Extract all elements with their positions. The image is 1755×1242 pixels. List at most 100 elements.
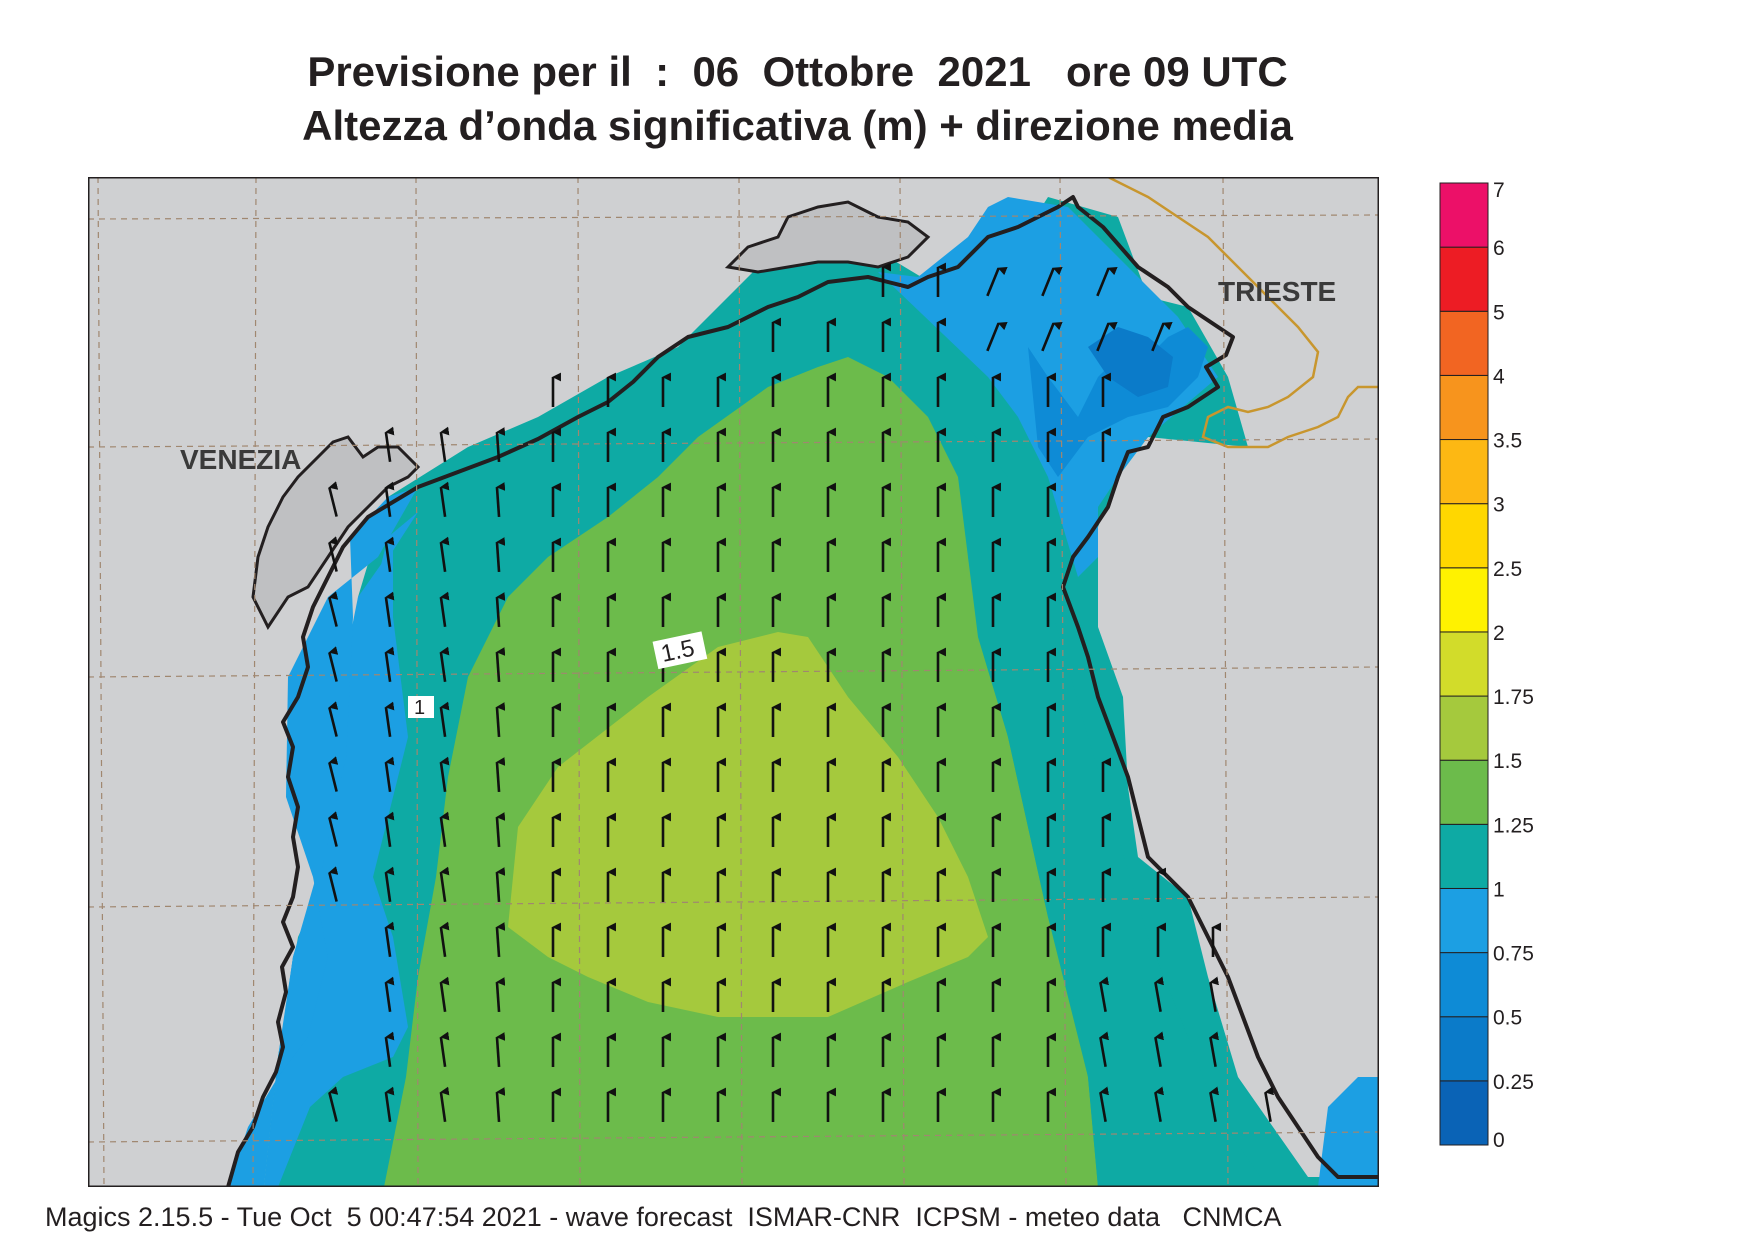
direction-arrow — [1099, 976, 1109, 1012]
map-frame — [88, 177, 1379, 1187]
direction-arrow — [1099, 1086, 1109, 1122]
legend-tick-label: 0.25 — [1493, 1071, 1534, 1094]
legend-swatch — [1439, 182, 1489, 248]
direction-arrow — [1209, 976, 1219, 1012]
direction-arrow — [384, 481, 395, 518]
legend-swatch — [1439, 567, 1489, 633]
direction-arrow — [1099, 1031, 1109, 1067]
direction-arrow — [986, 266, 1008, 297]
direction-arrow — [439, 591, 450, 628]
wave-height-map: VENEZIA TRIESTE 1.5 1 — [88, 177, 1379, 1187]
direction-arrow — [439, 1086, 450, 1123]
legend-swatch — [1439, 823, 1489, 889]
legend-tick-label: 1.25 — [1493, 814, 1534, 837]
legend-tick-label: 2 — [1493, 622, 1505, 645]
legend-swatch — [1439, 310, 1489, 376]
direction-arrow — [495, 757, 506, 793]
legend-tick-label: 7 — [1493, 181, 1505, 202]
direction-arrow — [384, 591, 395, 628]
legend-tick-label: 6 — [1493, 237, 1505, 260]
direction-arrow — [328, 536, 339, 572]
legend-tick-label: 3.5 — [1493, 430, 1522, 453]
direction-arrow — [986, 321, 1008, 352]
northern-islands — [724, 200, 931, 274]
direction-arrow — [439, 536, 450, 573]
legend-swatch — [1439, 246, 1489, 312]
direction-arrow — [1154, 1086, 1164, 1122]
direction-arrow — [328, 591, 339, 627]
direction-arrow — [1151, 321, 1173, 352]
legend-tick-label: 3 — [1493, 494, 1505, 517]
direction-arrow — [328, 646, 339, 682]
legend-tick-label: 0 — [1493, 1129, 1505, 1147]
direction-arrow — [495, 592, 506, 628]
legend-tick-label: 0.5 — [1493, 1007, 1522, 1030]
sea-band-1-1.25-east — [968, 427, 1268, 1187]
legend-swatch — [1439, 759, 1489, 825]
legend-swatch — [1439, 374, 1489, 441]
direction-arrow — [495, 812, 506, 848]
direction-arrow — [1041, 321, 1063, 352]
direction-arrow — [495, 427, 506, 463]
direction-arrow — [495, 922, 506, 958]
direction-arrow — [495, 867, 506, 903]
contour-label-1-text: 1 — [414, 697, 425, 719]
direction-arrow — [439, 976, 450, 1013]
direction-arrow — [439, 481, 450, 518]
direction-arrow — [384, 921, 395, 958]
forecast-subtitle: Altezza d’onda significativa (m) + direz… — [302, 102, 1293, 149]
direction-arrow — [1209, 1031, 1219, 1067]
direction-arrow — [384, 536, 395, 573]
direction-arrow — [328, 866, 339, 902]
legend-swatch — [1439, 1080, 1489, 1146]
coastline — [226, 195, 1379, 1187]
graticule — [88, 177, 1379, 1187]
sea-band-1.5-1.75 — [508, 632, 988, 1017]
venice-lagoon — [251, 435, 421, 630]
sea-band-0.25-0.5-northeast — [1088, 327, 1173, 397]
direction-arrow — [384, 1031, 395, 1068]
direction-arrow — [439, 1031, 450, 1068]
direction-arrow — [495, 647, 506, 683]
direction-arrow — [384, 866, 395, 903]
direction-arrow — [328, 756, 339, 792]
direction-arrow — [439, 811, 450, 848]
legend-swatch — [1439, 503, 1489, 569]
direction-arrow — [495, 977, 506, 1013]
contour-label-1: 1 — [408, 696, 434, 719]
direction-arrow — [439, 921, 450, 958]
legend-tick-label: 1.75 — [1493, 686, 1534, 709]
direction-arrow — [439, 701, 450, 738]
direction-arrow — [495, 1032, 506, 1068]
place-label-venezia: VENEZIA — [180, 444, 301, 475]
direction-arrow — [495, 537, 506, 573]
legend-swatch — [1439, 887, 1489, 954]
direction-arrow — [1209, 1086, 1219, 1122]
legend-swatch — [1439, 631, 1489, 697]
direction-arrow — [1264, 1086, 1274, 1122]
direction-arrow — [439, 646, 450, 683]
forecast-title: Previsione per il : 06 Ottobre 2021 ore … — [307, 48, 1288, 95]
legend-swatch — [1439, 695, 1489, 761]
legend-tick-label: 2.5 — [1493, 558, 1522, 581]
direction-arrow — [495, 482, 506, 518]
legend-tick-label: 0.75 — [1493, 943, 1534, 966]
place-label-trieste: TRIESTE — [1218, 276, 1336, 307]
legend-swatch — [1439, 952, 1489, 1018]
legend-tick-label: 4 — [1493, 365, 1505, 388]
direction-arrow — [328, 481, 339, 517]
direction-arrow — [384, 701, 395, 738]
direction-arrow — [1041, 266, 1063, 297]
direction-arrow — [384, 646, 395, 683]
direction-arrow — [1154, 976, 1164, 1012]
direction-arrow — [384, 811, 395, 848]
legend-swatch — [1439, 439, 1489, 505]
direction-arrow — [384, 426, 395, 463]
direction-arrow — [384, 1086, 395, 1123]
legend-swatch — [1439, 1016, 1489, 1082]
footer-credits: Magics 2.15.5 - Tue Oct 5 00:47:54 2021 … — [45, 1202, 1282, 1232]
legend-tick-label: 1.5 — [1493, 750, 1522, 773]
direction-arrow — [384, 756, 395, 793]
direction-arrow — [1154, 1031, 1164, 1067]
legend-tick-label: 5 — [1493, 301, 1505, 324]
